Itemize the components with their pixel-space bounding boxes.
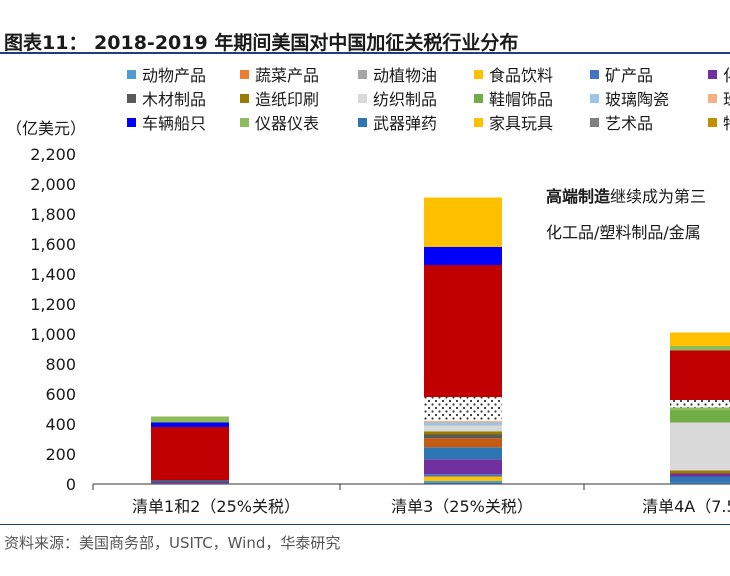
- annotation: 高端制造继续成为第三 化工品/塑料制品/金属: [546, 187, 706, 242]
- figure-title: 图表11： 2018-2019 年期间美国对中国加征关税行业分布: [4, 32, 519, 54]
- bar-segment: [424, 476, 502, 481]
- legend-label: 艺术品: [605, 114, 653, 133]
- bar-segment: [151, 427, 229, 481]
- legend-swatch: [240, 118, 249, 127]
- bar-segment: [424, 265, 502, 397]
- bar-segment: [424, 397, 502, 421]
- bar-segment: [670, 482, 730, 484]
- legend-swatch: [590, 70, 599, 79]
- bar-segment: [424, 447, 502, 460]
- y-tick-label: 600: [45, 385, 76, 404]
- legend-label: 矿产品: [605, 66, 653, 85]
- bar-segment: [151, 422, 229, 427]
- legend-swatch: [590, 94, 599, 103]
- legend-swatch: [127, 70, 136, 79]
- x-axis: 清单1和2（25%关税） 清单3（25%关税） 清单4A（7.5%: [92, 484, 730, 516]
- y-axis: 0 200 400 600 800 1,000 1,200 1,400 1,600 1,800 2,…: [30, 145, 76, 494]
- legend-swatch: [358, 70, 367, 79]
- legend-label: 家具玩具: [489, 114, 553, 133]
- legend: 动物产品 蔬菜产品 动植物油 食品饮料 矿产品 化木材制品 造纸印刷 纺织制品 鞋帽饰品 玻璃陶瓷…: [127, 66, 730, 133]
- bar-segment: [670, 422, 730, 471]
- title-rule: [0, 52, 730, 54]
- bar-segment: [670, 350, 730, 400]
- legend-label: 特: [723, 114, 730, 133]
- bar-segment: [151, 480, 229, 482]
- bar-segment: [424, 434, 502, 439]
- bar-segment: [424, 247, 502, 265]
- legend-swatch: [240, 70, 249, 79]
- legend-swatch: [708, 70, 717, 79]
- footer-rule: [0, 524, 730, 525]
- legend-label: 化: [723, 66, 730, 85]
- y-tick-label: 1,800: [30, 205, 76, 224]
- bar-segment: [670, 410, 730, 423]
- y-tick-label: 2,000: [30, 175, 76, 194]
- x-category-label: 清单4A（7.5%: [642, 497, 730, 516]
- legend-label: 车辆船只: [142, 114, 206, 133]
- legend-swatch: [708, 118, 717, 127]
- bars: [151, 197, 730, 484]
- x-category-label: 清单1和2（25%关税）: [132, 497, 300, 516]
- legend-swatch: [127, 118, 136, 127]
- legend-label: 鞋帽饰品: [489, 90, 553, 109]
- legend-swatch: [474, 118, 483, 127]
- bar-segment: [424, 474, 502, 477]
- legend-swatch: [708, 94, 717, 103]
- bar-segment: [670, 400, 730, 408]
- legend-swatch: [240, 94, 249, 103]
- legend-swatch: [474, 70, 483, 79]
- bar-segment: [424, 481, 502, 484]
- legend-label: 造纸印刷: [255, 90, 319, 109]
- legend-swatch: [127, 94, 136, 103]
- bar-segment: [424, 421, 502, 423]
- y-axis-label: （亿美元）: [6, 119, 86, 138]
- annotation-line-1: 高端制造继续成为第三: [546, 187, 706, 206]
- bar-segment: [670, 332, 730, 346]
- bar-segment: [424, 431, 502, 435]
- y-tick-label: 1,400: [30, 265, 76, 284]
- bar-segment: [670, 470, 730, 474]
- bar-segment: [151, 481, 229, 484]
- bar-segment: [424, 459, 502, 475]
- bar-segment: [670, 476, 730, 483]
- legend-label: 仪器仪表: [255, 114, 319, 133]
- legend-label: 武器弹药: [373, 114, 437, 133]
- x-category-label: 清单3（25%关税）: [391, 497, 533, 516]
- stacked-bar-chart: 动物产品 蔬菜产品 动植物油 食品饮料 矿产品 化木材制品 造纸印刷 纺织制品 鞋帽饰品 玻璃陶瓷…: [6, 66, 730, 516]
- bar-segment: [424, 425, 502, 432]
- y-tick-label: 1,200: [30, 295, 76, 314]
- bar-segment: [670, 346, 730, 351]
- legend-label: 珠: [723, 90, 730, 109]
- legend-label: 玻璃陶瓷: [605, 90, 669, 109]
- legend-swatch: [358, 118, 367, 127]
- bar-segment: [151, 416, 229, 423]
- y-tick-label: 1,600: [30, 235, 76, 254]
- legend-label: 动物产品: [142, 66, 206, 85]
- legend-swatch: [358, 94, 367, 103]
- y-tick-label: 1,000: [30, 325, 76, 344]
- legend-label: 木材制品: [142, 90, 206, 109]
- bar-segment: [424, 422, 502, 426]
- annotation-line-2: 化工品/塑料制品/金属: [546, 223, 701, 242]
- legend-label: 食品饮料: [489, 66, 553, 85]
- legend-label: 纺织制品: [373, 90, 437, 109]
- source-note: 资料来源：美国商务部，USITC，Wind，华泰研究: [4, 534, 341, 552]
- bar-segment: [424, 438, 502, 448]
- y-tick-label: 2,200: [30, 145, 76, 164]
- legend-swatch: [590, 118, 599, 127]
- y-tick-label: 800: [45, 355, 76, 374]
- y-tick-label: 400: [45, 415, 76, 434]
- legend-label: 蔬菜产品: [255, 66, 319, 85]
- legend-label: 动植物油: [373, 66, 437, 85]
- bar-segment: [424, 197, 502, 247]
- legend-swatch: [474, 94, 483, 103]
- y-tick-label: 200: [45, 445, 76, 464]
- bar-segment: [670, 473, 730, 477]
- y-tick-label: 0: [66, 475, 76, 494]
- bar-segment: [670, 407, 730, 411]
